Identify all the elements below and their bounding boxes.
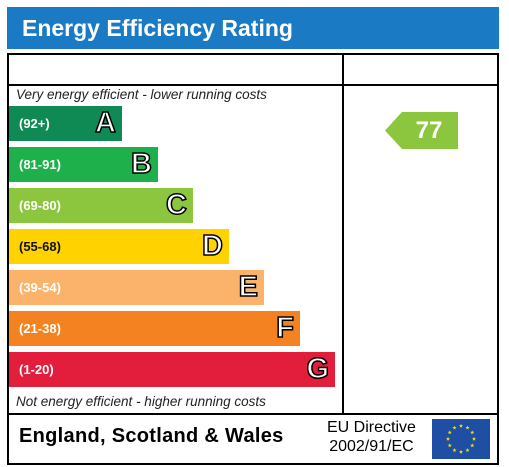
- bottom-caption: Not energy efficient - higher running co…: [16, 394, 266, 409]
- eu-star-icon: [458, 423, 464, 428]
- band-range-label: (39-54): [19, 280, 61, 295]
- eu-star-icon: [470, 443, 475, 448]
- band-bar-e: (39-54) E: [9, 270, 264, 305]
- band-letter: D: [201, 229, 223, 263]
- eu-star-icon: [465, 425, 470, 430]
- band-bar-d: (55-68) D: [9, 229, 229, 264]
- divider-vertical: [342, 55, 344, 413]
- band-bar-g: (1-20) G: [9, 352, 335, 387]
- rating-frame: [7, 53, 499, 465]
- band-bar-c: (69-80) C: [9, 188, 193, 223]
- band-bar-f: (21-38) F: [9, 311, 300, 346]
- band-letter: E: [238, 270, 259, 304]
- band-letter: F: [276, 311, 295, 345]
- current-rating-arrow: [385, 112, 458, 149]
- band-range-label: (55-68): [19, 239, 61, 254]
- eu-star-icon: [447, 430, 452, 435]
- eu-star-icon: [452, 425, 457, 430]
- band-letter: C: [165, 188, 187, 222]
- country-label: England, Scotland & Wales: [19, 425, 284, 447]
- eu-directive-line2: 2002/91/EC: [329, 438, 414, 455]
- current-rating-value: 77: [415, 117, 443, 144]
- eu-star-icon: [445, 436, 451, 441]
- band-letter: A: [94, 106, 116, 140]
- eu-star-icon: [458, 449, 464, 454]
- eu-star-icon: [471, 436, 477, 441]
- eu-star-icon: [470, 430, 475, 435]
- band-range-label: (69-80): [19, 198, 61, 213]
- eu-flag-icon: [432, 419, 490, 459]
- band-bar-a: (92+) A: [9, 106, 122, 141]
- eu-star-icon: [447, 443, 452, 448]
- band-range-label: (92+): [19, 116, 50, 131]
- eu-directive: EU Directive 2002/91/EC: [327, 418, 416, 456]
- band-bar-b: (81-91) B: [9, 147, 158, 182]
- band-range-label: (21-38): [19, 321, 61, 336]
- eu-directive-line1: EU Directive: [327, 419, 416, 436]
- page-title: Energy Efficiency Rating: [7, 7, 499, 49]
- band-letter: G: [306, 352, 330, 386]
- band-range-label: (1-20): [19, 362, 54, 377]
- band-range-label: (81-91): [19, 157, 61, 172]
- divider-bottom: [9, 413, 497, 415]
- eu-star-icon: [465, 448, 470, 453]
- eu-star-icon: [452, 448, 457, 453]
- divider-top: [9, 84, 497, 86]
- band-letter: B: [130, 147, 152, 181]
- top-caption: Very energy efficient - lower running co…: [16, 87, 267, 102]
